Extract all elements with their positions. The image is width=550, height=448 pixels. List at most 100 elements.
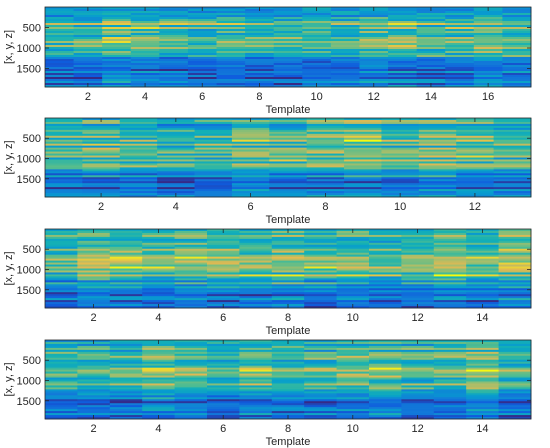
- heatmap-cell: [304, 381, 337, 384]
- heatmap-cell: [359, 45, 389, 48]
- heatmap-cell: [73, 35, 103, 38]
- heatmap-cell: [142, 377, 175, 380]
- heatmap-cell: [433, 288, 467, 291]
- heatmap-cell: [445, 51, 475, 54]
- heatmap-cell: [239, 365, 273, 369]
- heatmap-cell: [388, 11, 418, 14]
- heatmap-cell: [239, 260, 273, 263]
- heatmap-cell: [174, 246, 208, 250]
- heatmap-cell: [344, 151, 382, 154]
- heatmap-cell: [269, 189, 308, 192]
- heatmap-cell: [369, 371, 402, 374]
- heatmap-cell: [388, 13, 418, 16]
- heatmap-cell: [304, 246, 337, 250]
- heatmap-cell: [304, 298, 337, 301]
- heatmap-cell: [45, 351, 78, 355]
- heatmap-cell: [433, 232, 467, 236]
- heatmap-cell: [157, 139, 195, 143]
- heatmap-cell: [159, 81, 189, 84]
- heatmap-cell: [142, 272, 175, 275]
- heatmap-cell: [142, 399, 175, 402]
- heatmap-cell: [359, 13, 389, 16]
- heatmap-cell: [336, 272, 370, 275]
- heatmap-cell: [473, 37, 503, 40]
- heatmap-cell: [433, 306, 467, 309]
- heatmap-cell: [445, 55, 475, 58]
- heatmap-cell: [336, 258, 370, 262]
- heatmap-cell: [109, 250, 143, 254]
- heatmap-cell: [231, 173, 270, 176]
- heatmap-cell: [418, 139, 457, 143]
- heatmap-cell: [77, 238, 111, 242]
- heatmap-cell: [304, 375, 337, 378]
- heatmap-cell: [269, 118, 308, 121]
- heatmap-cell: [330, 77, 360, 80]
- heatmap-cell: [109, 298, 143, 301]
- heatmap-cell: [73, 21, 103, 24]
- heatmap-cell: [157, 135, 195, 139]
- heatmap-cell: [466, 236, 499, 240]
- heatmap-cell: [231, 161, 270, 164]
- heatmap-cell: [142, 373, 175, 376]
- heatmap-cell: [304, 345, 337, 349]
- heatmap-cell: [159, 79, 189, 82]
- heatmap-cell: [102, 77, 132, 80]
- heatmap-cell: [157, 121, 195, 125]
- heatmap-cell: [174, 371, 208, 374]
- heatmap-cell: [456, 157, 495, 160]
- heatmap-cell: [130, 73, 160, 76]
- heatmap-cell: [502, 9, 532, 12]
- heatmap-cell: [119, 165, 158, 168]
- heatmap-cell: [502, 63, 532, 66]
- heatmap-cell: [359, 77, 389, 80]
- heatmap-cell: [418, 159, 457, 162]
- heatmap-cell: [109, 282, 143, 285]
- heatmap-cell: [271, 379, 305, 382]
- heatmap-cell: [130, 67, 160, 70]
- heatmap-cell: [239, 266, 273, 269]
- heatmap-cell: [45, 276, 78, 279]
- heatmap-cell: [381, 157, 420, 160]
- heatmap-cell: [187, 51, 217, 54]
- heatmap-cell: [433, 258, 467, 262]
- heatmap-cell: [306, 155, 345, 158]
- heatmap-cell: [271, 397, 305, 400]
- heatmap-cell: [416, 57, 446, 60]
- heatmap-cell: [456, 147, 495, 151]
- heatmap-cell: [445, 17, 475, 20]
- heatmap-cell: [45, 355, 78, 359]
- heatmap-cell: [401, 290, 435, 293]
- heatmap-cell: [336, 409, 370, 412]
- heatmap-cell: [456, 151, 495, 154]
- heatmap-cell: [130, 19, 160, 22]
- heatmap-cell: [77, 385, 111, 388]
- heatmap-cell: [239, 369, 273, 373]
- heatmap-cell: [130, 23, 160, 26]
- heatmap-cell: [445, 31, 475, 34]
- heatmap-cell: [45, 401, 78, 404]
- x-tick-label: 12: [411, 423, 423, 435]
- heatmap-cell: [142, 367, 175, 371]
- heatmap-cell: [194, 131, 233, 135]
- heatmap-cell: [207, 238, 240, 242]
- heatmap-cell: [207, 353, 240, 357]
- heatmap-cell: [466, 276, 499, 279]
- heatmap-cell: [239, 268, 273, 271]
- heatmap-cell: [498, 383, 532, 386]
- heatmap-cell: [498, 401, 532, 404]
- heatmap-cell: [245, 79, 275, 82]
- heatmap-cell: [271, 383, 305, 386]
- heatmap-cell: [306, 169, 345, 172]
- heatmap-cell: [336, 405, 370, 408]
- heatmap-cell: [119, 119, 158, 123]
- heatmap-cell: [194, 129, 233, 133]
- heatmap-cell: [216, 45, 246, 48]
- heatmap-cell: [207, 403, 240, 406]
- heatmap-cell: [174, 264, 208, 267]
- x-tick-label: 4: [155, 312, 161, 324]
- heatmap-cell: [207, 292, 240, 295]
- heatmap-cell: [239, 405, 273, 408]
- heatmap-cell: [473, 73, 503, 76]
- heatmap-cell: [109, 276, 143, 279]
- heatmap-cell: [498, 349, 532, 353]
